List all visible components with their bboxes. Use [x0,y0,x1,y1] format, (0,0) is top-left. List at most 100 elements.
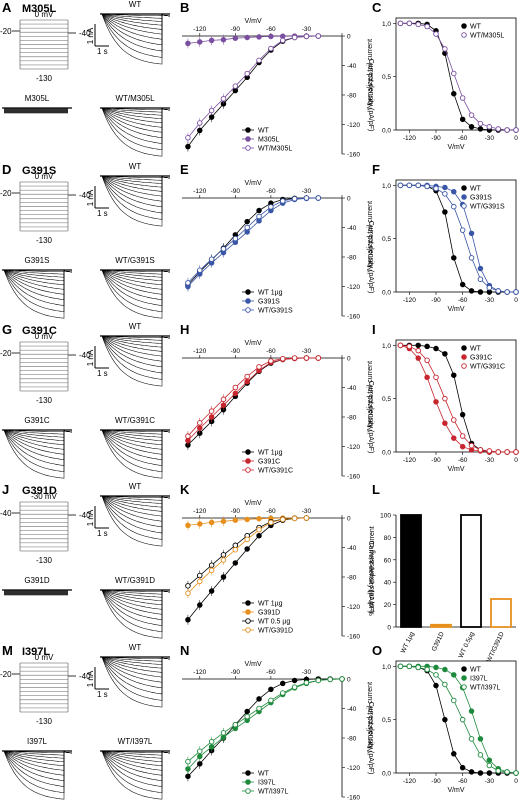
y-tick-label: -120 [347,122,360,129]
x-tick-label: -30 [302,669,312,676]
protocol-tail-label: -40 [79,191,91,200]
y-axis-label: Current density (pA/pF) [367,702,374,775]
data-point [459,95,466,101]
y-tick-label: 0 [347,196,351,203]
data-point [461,23,467,29]
current-trace [101,750,171,782]
data-point [486,762,493,769]
mutant-name: G391C [22,325,57,337]
legend-entry [242,609,254,615]
data-point [442,716,448,723]
data-point [406,343,413,350]
x-tick-label: 0 [514,778,518,785]
current-trace [101,429,171,435]
legend-entry [242,298,254,304]
protocol-tail-label: -40 [79,672,91,681]
trace-label: WT [129,482,142,491]
data-point [406,182,413,189]
current-trace [101,589,171,615]
series-line [187,517,307,594]
x-tick-label: -90 [231,188,241,195]
series [185,515,310,591]
data-point [303,33,310,40]
legend-label: WT 1µg [258,601,283,608]
series [185,195,322,292]
current-traces [2,107,72,114]
current-trace [101,107,171,111]
data-point [433,185,439,192]
trace-label: I397L [27,737,48,746]
current-trace [101,656,171,689]
current-trace [101,269,171,282]
data-point [232,546,239,553]
data-point [495,288,501,294]
panel-label: G [2,322,12,337]
data-point [244,224,250,231]
x-tick-label: -30 [302,348,312,355]
y-axis-label: Current density (pA/pF) [367,59,374,132]
data-point [220,36,227,43]
current-trace [101,269,171,295]
current-trace [101,107,171,116]
current-trace [3,429,73,446]
current-trace [101,429,171,438]
data-point [461,354,467,360]
current-trace [101,495,171,540]
legend-label: WT [258,771,270,778]
current-trace [3,269,73,313]
trace-label: WT/G391C [115,416,155,425]
y-tick-label: 1,0 [382,21,391,28]
data-point [315,195,322,201]
iv-chart [182,355,345,477]
y-tick-label: -160 [347,634,360,641]
bar [460,514,482,628]
current-trace [101,589,171,639]
data-point [397,342,404,349]
data-point [244,713,250,720]
current-trace [101,495,171,517]
data-point [279,198,286,204]
series [185,515,310,625]
scale-time-label: 1 s [97,690,108,699]
current-trace [101,589,171,633]
y-tick-label: -160 [347,152,360,159]
legend-entry [242,458,254,464]
series-line [400,665,516,774]
current-traces [94,13,171,65]
protocol-bottom-label: -130 [36,236,53,245]
data-point [208,37,215,44]
tail-chart [393,660,519,776]
current-traces [100,107,171,157]
current-trace [101,656,171,660]
data-point [244,546,250,552]
y-tick-label: -40 [347,63,357,70]
data-point [459,764,466,771]
current-trace [101,335,171,341]
series [397,182,519,295]
bar [430,623,452,628]
data-point [504,289,510,295]
current-trace [3,429,73,455]
data-point [232,384,239,391]
current-trace [101,107,171,120]
y-axis-label: % of cells expressing current [369,526,376,616]
panel-label: K [180,482,190,497]
data-point [245,298,251,304]
data-point [185,617,191,623]
series-line [400,344,516,453]
data-point [459,443,466,450]
x-tick-label: -60 [458,135,468,142]
iv-chart [182,33,345,155]
x-tick-label: -30 [302,26,312,33]
data-point [461,194,467,200]
legend-entry [242,467,254,473]
data-point [461,684,467,690]
protocol-tail-label: -40 [79,511,91,520]
legend-label: WT 1µg [258,450,283,457]
current-trace [101,269,171,275]
data-point [256,515,262,522]
y-tick-label: -40 [347,706,357,713]
current-trace [101,269,171,306]
data-point [459,716,466,723]
current-trace [101,429,171,450]
